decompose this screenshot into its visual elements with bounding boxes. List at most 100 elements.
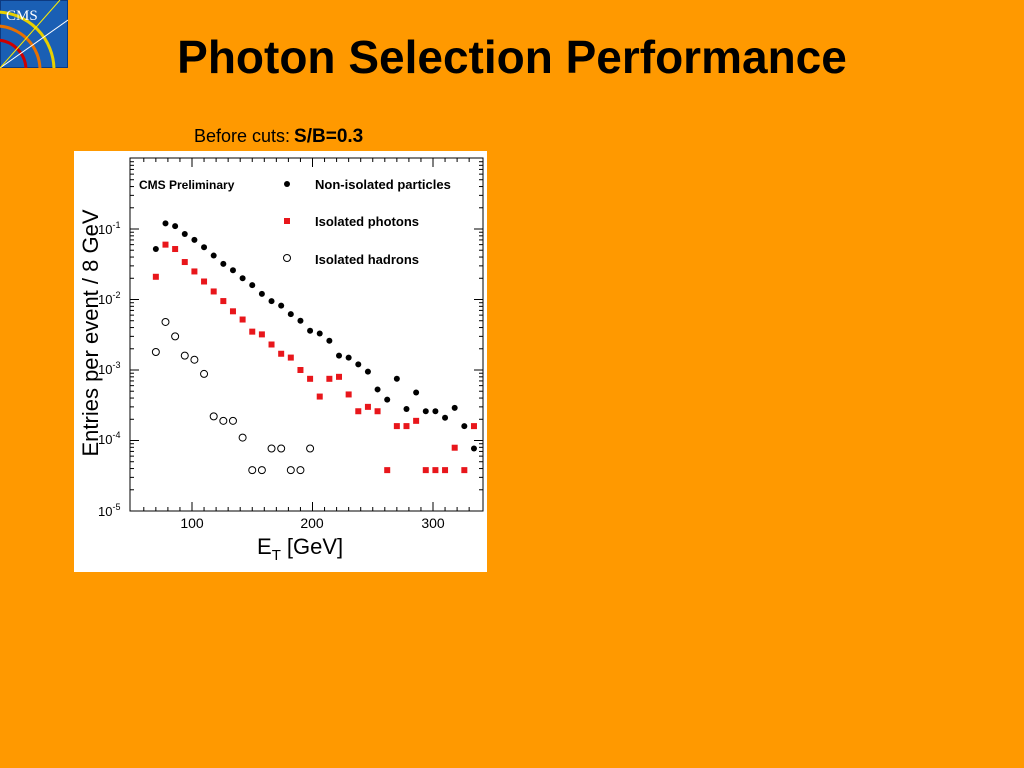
point-isolated-photons	[172, 246, 179, 253]
legend-marker-non-isolated	[284, 181, 290, 187]
legend-label-isolated-photons: Isolated photons	[315, 214, 419, 229]
point-non-isolated	[191, 236, 198, 243]
y-tick-label-1: 10-1	[98, 220, 120, 237]
point-isolated-photons	[384, 467, 391, 474]
point-isolated-photons	[287, 354, 294, 361]
point-isolated-photons	[336, 373, 343, 380]
point-isolated-photons	[258, 331, 265, 338]
point-isolated-hadrons	[180, 351, 189, 360]
caption: Before cuts: S/B=0.3	[194, 126, 363, 148]
point-isolated-hadrons	[209, 412, 218, 421]
point-isolated-hadrons	[171, 332, 180, 341]
point-isolated-hadrons	[296, 466, 305, 475]
point-non-isolated	[181, 230, 188, 237]
point-isolated-hadrons	[267, 444, 276, 453]
point-non-isolated	[297, 317, 304, 324]
plot-frame	[129, 157, 484, 512]
x-tick-labels: 100 200 300	[180, 515, 445, 531]
point-isolated-photons	[316, 393, 323, 400]
point-isolated-hadrons	[257, 466, 266, 475]
point-non-isolated	[422, 408, 429, 415]
x-tick-label-300: 300	[421, 515, 445, 531]
legend-marker-isolated-photons	[284, 218, 290, 224]
point-non-isolated	[442, 414, 449, 421]
point-isolated-hadrons	[228, 416, 237, 425]
point-non-isolated	[345, 354, 352, 361]
point-non-isolated	[461, 423, 468, 430]
point-isolated-hadrons	[200, 369, 209, 378]
point-non-isolated	[152, 246, 159, 253]
point-isolated-photons	[461, 467, 468, 474]
point-isolated-photons	[345, 391, 352, 398]
point-non-isolated	[278, 302, 285, 309]
point-non-isolated	[364, 368, 371, 375]
point-non-isolated	[470, 445, 477, 452]
legend-marker-isolated-hadrons	[283, 254, 291, 262]
point-isolated-hadrons	[151, 348, 160, 357]
point-isolated-photons	[152, 273, 159, 280]
point-isolated-photons	[239, 316, 246, 323]
point-isolated-hadrons	[190, 355, 199, 364]
point-isolated-hadrons	[286, 466, 295, 475]
point-non-isolated	[355, 361, 362, 368]
point-isolated-photons	[422, 467, 429, 474]
point-isolated-hadrons	[219, 416, 228, 425]
caption-prefix: Before cuts:	[194, 126, 291, 146]
point-isolated-photons	[297, 367, 304, 373]
photon-et-chart: 10-1 10-2 10-3 10-4 10-5 100 200 300 ET[…	[78, 157, 484, 564]
point-non-isolated	[210, 252, 217, 259]
x-tick-label-200: 200	[300, 515, 324, 531]
point-non-isolated	[326, 337, 333, 344]
x-tick-label-100: 100	[180, 515, 204, 531]
y-tick-label-2: 10-2	[98, 290, 120, 307]
legend-label-isolated-hadrons: Isolated hadrons	[315, 252, 419, 267]
point-isolated-photons	[413, 417, 420, 424]
point-non-isolated	[258, 290, 265, 297]
point-isolated-hadrons	[306, 444, 315, 453]
point-isolated-photons	[229, 308, 236, 315]
point-isolated-hadrons	[161, 317, 170, 326]
point-non-isolated	[268, 298, 275, 305]
point-isolated-hadrons	[238, 433, 247, 442]
point-isolated-photons	[162, 241, 169, 248]
point-non-isolated	[249, 282, 256, 289]
point-isolated-photons	[442, 467, 449, 474]
point-isolated-photons	[220, 298, 227, 305]
plot-panel: 10-1 10-2 10-3 10-4 10-5 100 200 300 ET[…	[74, 151, 487, 572]
y-axis-label: Entries per event / 8 GeV	[78, 209, 103, 456]
point-non-isolated	[336, 352, 343, 359]
y-tick-label-3: 10-3	[98, 360, 120, 377]
point-non-isolated	[393, 375, 400, 382]
point-isolated-photons	[307, 375, 314, 382]
point-isolated-photons	[432, 467, 439, 474]
cms-logo-text: CMS	[6, 8, 38, 24]
point-isolated-photons	[191, 268, 198, 275]
point-non-isolated	[307, 327, 314, 334]
point-isolated-hadrons	[277, 444, 286, 453]
point-isolated-photons	[374, 408, 381, 415]
signal-background-ratio: S/B=0.3	[294, 126, 364, 147]
point-non-isolated	[374, 386, 381, 393]
point-isolated-photons	[470, 423, 477, 430]
point-isolated-photons	[393, 423, 400, 430]
point-isolated-photons	[403, 423, 410, 430]
point-isolated-photons	[268, 341, 275, 348]
point-non-isolated	[384, 396, 391, 403]
y-tick-label-5: 10-5	[98, 502, 120, 519]
y-tick-labels: 10-1 10-2 10-3 10-4 10-5	[98, 220, 120, 519]
point-isolated-photons	[451, 444, 458, 451]
point-non-isolated	[403, 405, 410, 412]
point-non-isolated	[162, 220, 169, 227]
point-non-isolated	[229, 267, 236, 274]
point-non-isolated	[172, 223, 179, 230]
point-isolated-photons	[181, 259, 188, 266]
point-non-isolated	[201, 244, 208, 251]
point-isolated-hadrons	[248, 466, 257, 475]
axis-ticks	[130, 158, 483, 512]
y-tick-label-4: 10-4	[98, 430, 120, 447]
point-isolated-photons	[278, 350, 285, 357]
point-isolated-photons	[201, 278, 208, 285]
point-non-isolated	[451, 404, 458, 411]
legend-label-non-isolated: Non-isolated particles	[315, 177, 451, 192]
data-points	[151, 220, 477, 475]
